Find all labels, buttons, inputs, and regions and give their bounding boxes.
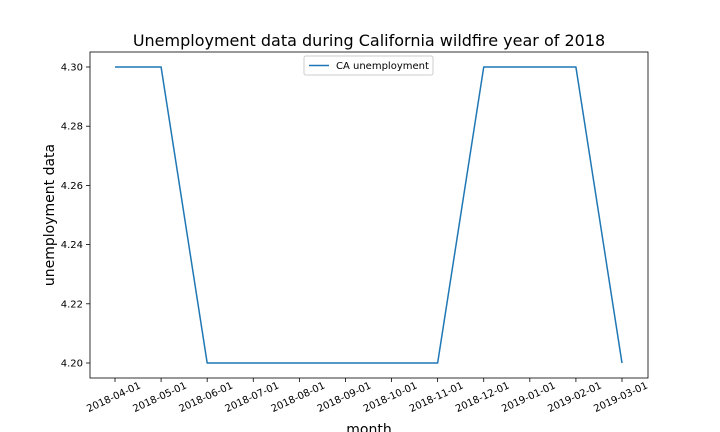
y-tick-label: 4.30 <box>61 63 83 74</box>
plot-frame <box>89 51 649 379</box>
chart-title: Unemployment data during California wild… <box>133 31 605 50</box>
y-tick-label: 4.26 <box>61 181 83 192</box>
y-tick-label: 4.20 <box>61 359 83 370</box>
legend: CA unemployment <box>303 55 434 76</box>
y-axis-title: unemployment data <box>42 144 58 286</box>
plot-area <box>90 52 648 378</box>
y-tick-label: 4.24 <box>61 240 83 251</box>
series-line-ca-unemployment <box>115 66 623 364</box>
y-tick-label: 4.22 <box>61 299 83 310</box>
x-axis-title: month <box>346 422 391 432</box>
y-axis-ticks: 4.20 4.22 4.24 4.26 4.28 4.30 <box>61 63 90 370</box>
legend-label: CA unemployment <box>336 61 429 72</box>
y-tick-label: 4.28 <box>61 122 83 133</box>
legend-box <box>303 55 434 76</box>
